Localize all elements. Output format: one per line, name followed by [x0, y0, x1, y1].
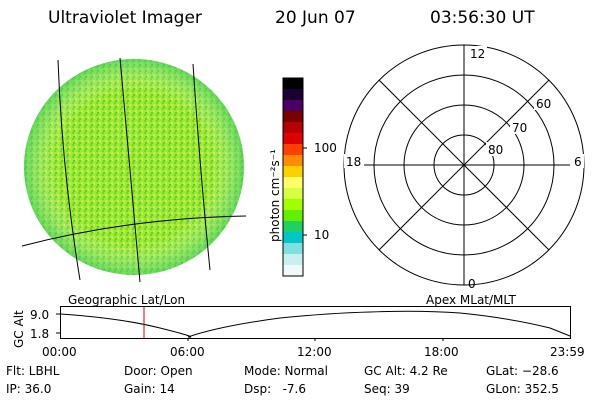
- time-label: 03:56:30 UT: [430, 8, 535, 28]
- timeline-x-tick-1200: 12:00: [297, 345, 332, 359]
- right-panel-caption: Apex MLat/MLT: [426, 293, 516, 307]
- instrument-title: Ultraviolet Imager: [48, 8, 202, 28]
- uv-image-panel: [21, 57, 247, 283]
- gc-alt-info: GC Alt: 4.2 Re: [364, 364, 448, 378]
- mlat-label-60: 60: [536, 97, 551, 111]
- timeline-x-tick-1800: 18:00: [424, 345, 459, 359]
- timeline-x-tick-2359: 23:59: [550, 345, 585, 359]
- glat-info: GLat: −28.6: [486, 364, 559, 378]
- colorbar-unit-label: photon cm⁻²s⁻¹: [268, 149, 282, 242]
- colorbar-band: [283, 221, 303, 233]
- filter-info: Flt: LBHL: [6, 364, 60, 378]
- timeline-y-label: GC Alt: [12, 310, 26, 348]
- colorbar-band: [283, 78, 303, 90]
- colorbar-band: [283, 232, 303, 244]
- ip-info: IP: 36.0: [6, 382, 52, 396]
- colorbar-band: [283, 133, 303, 145]
- colorbar-band: [283, 199, 303, 211]
- colorbar-band: [283, 265, 303, 277]
- colorbar-band: [283, 243, 303, 255]
- colorbar-band: [283, 166, 303, 178]
- mlt-label-6: 6: [574, 155, 582, 169]
- timeline-x-tick-0600: 06:00: [170, 345, 205, 359]
- colorbar-band: [283, 188, 303, 200]
- colorbar-band: [283, 254, 303, 266]
- seq-info: Seq: 39: [364, 382, 410, 396]
- gain-info: Gain: 14: [124, 382, 175, 396]
- glon-info: GLon: 352.5: [486, 382, 559, 396]
- mlt-label-18: 18: [346, 155, 361, 169]
- mode-info: Mode: Normal: [244, 364, 328, 378]
- colorbar-band: [283, 210, 303, 222]
- mlt-label-12: 12: [470, 47, 485, 61]
- colorbar-band: [283, 111, 303, 123]
- date-label: 20 Jun 07: [275, 8, 356, 28]
- colorbar-tick-10: 10: [314, 228, 330, 242]
- dsp-info: Dsp: -7.6: [244, 382, 307, 396]
- color-bar: [282, 77, 307, 277]
- polar-plot: 12 18 6 0 60 70 80: [343, 44, 585, 291]
- colorbar-band: [283, 100, 303, 112]
- left-panel-caption: Geographic Lat/Lon: [68, 293, 186, 307]
- timeline-y-tick-1-8: 1.8: [30, 327, 50, 341]
- timeline-x-tick-0000: 00:00: [42, 345, 77, 359]
- mlat-label-70: 70: [512, 121, 527, 135]
- colorbar-band: [283, 144, 303, 156]
- colorbar-band: [283, 122, 303, 134]
- colorbar-tick-100: 100: [314, 141, 337, 155]
- mlt-label-0: 0: [468, 277, 476, 291]
- colorbar-band: [283, 89, 303, 101]
- altitude-curve: [59, 310, 571, 338]
- geographic-grid: [21, 57, 247, 283]
- mlat-label-80: 80: [488, 143, 503, 157]
- door-info: Door: Open: [124, 364, 193, 378]
- timeline-y-tick-9: 9.0: [30, 308, 50, 322]
- orbit-altitude-timeline: [56, 306, 571, 341]
- colorbar-band: [283, 155, 303, 167]
- colorbar-band: [283, 177, 303, 189]
